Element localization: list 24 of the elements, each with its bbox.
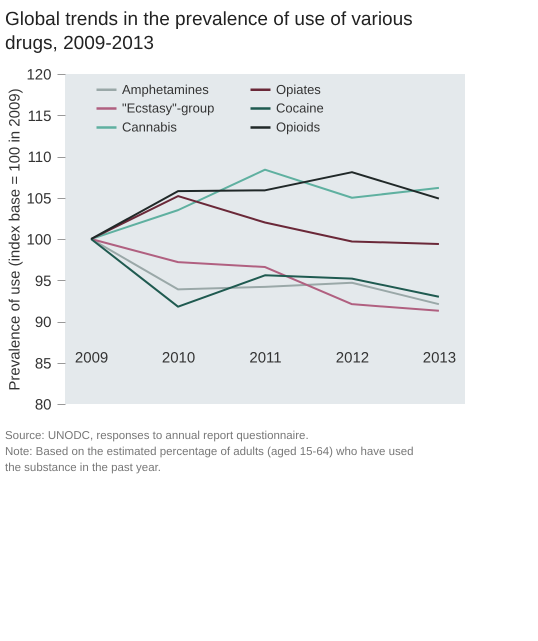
legend-label: Cannabis: [122, 120, 178, 134]
legend-label: Opiates: [276, 82, 322, 97]
legend-label: Opioids: [276, 120, 321, 134]
x-tick-label: 2010: [162, 349, 196, 366]
x-tick-label: 2012: [336, 349, 370, 366]
y-tick-label: 80: [34, 396, 52, 414]
chart-title: Global trends in the prevalence of use of various drugs, 2009-2013: [5, 9, 413, 54]
y-tick-label: 100: [26, 232, 52, 248]
x-tick-label: 2011: [249, 349, 282, 366]
y-tick-label: 115: [28, 108, 52, 125]
y-tick-label: 85: [34, 355, 52, 372]
y-tick-label: 110: [28, 149, 52, 166]
legend-label: Cocaine: [276, 100, 324, 116]
y-tick-label: 90: [34, 314, 52, 331]
source-note: Source: UNODC, responses to annual report questionnaire.: [5, 430, 309, 442]
legend-label: Amphetamines: [122, 82, 210, 97]
x-tick-label: 2013: [422, 349, 456, 366]
y-tick-label: 120: [26, 66, 52, 84]
y-tick-label: 95: [34, 272, 52, 290]
text: Note: Based on the estimated percentage of adults (aged 15-64) who have used the substance in the past year.: [5, 446, 414, 474]
y-tick-label: 105: [26, 190, 52, 208]
y-axis-title: Prevalence of use (index base = 100 in 2009): [6, 88, 24, 391]
x-tick-label: 2009: [74, 349, 108, 366]
legend-label: "Ecstasy"-group: [122, 100, 214, 116]
